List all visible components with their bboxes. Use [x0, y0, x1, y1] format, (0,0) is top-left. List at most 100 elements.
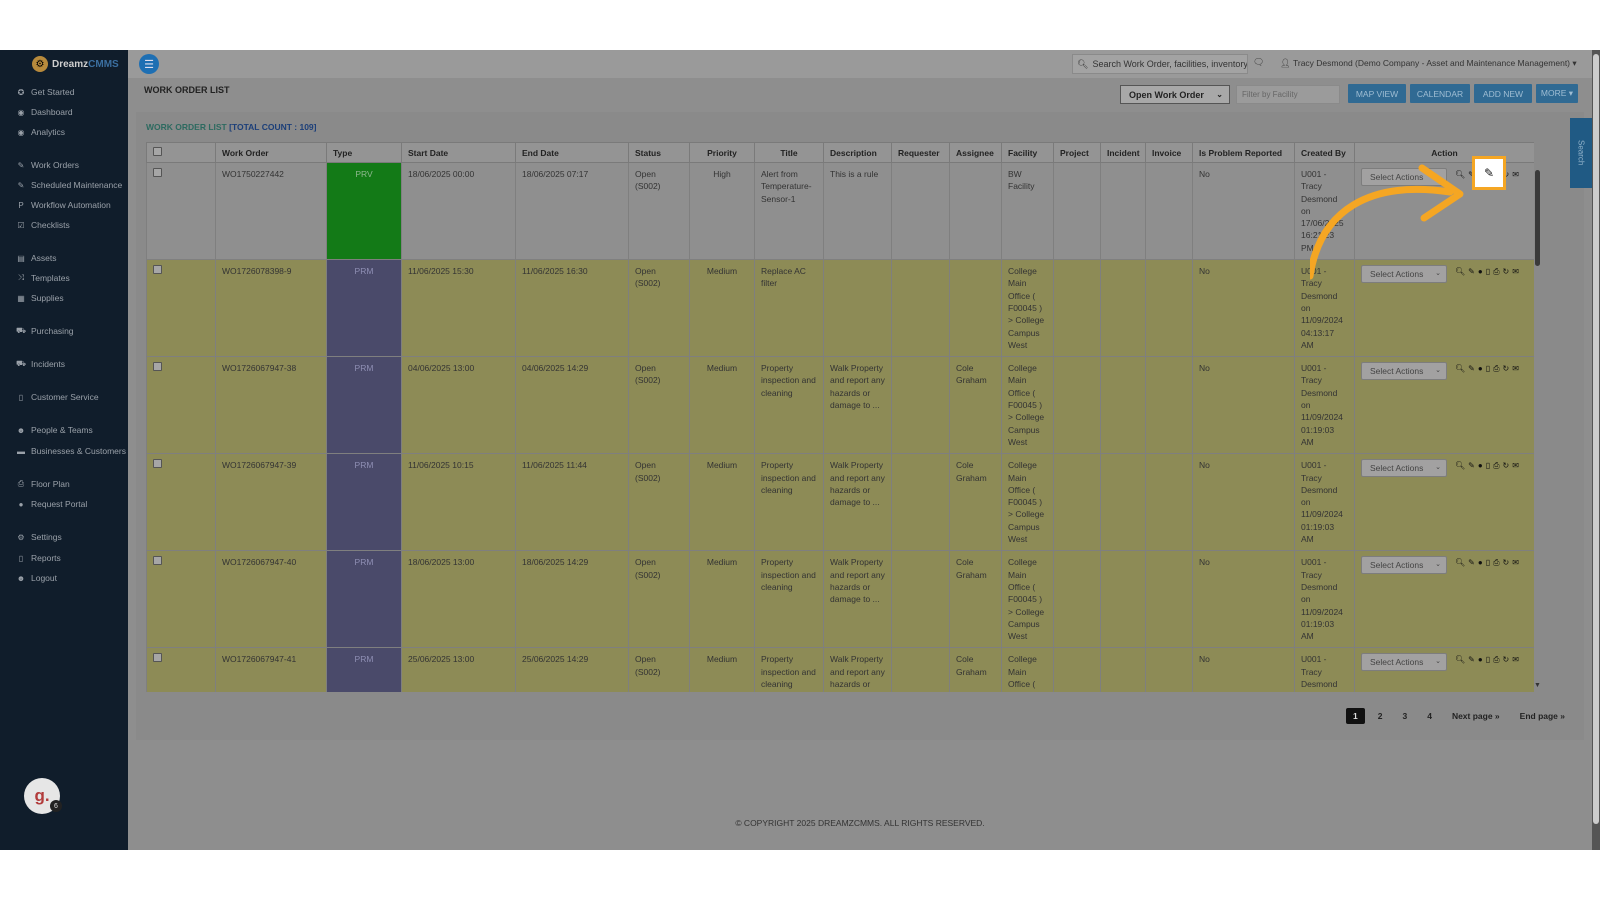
sidebar-item-checklists[interactable]: ☑ Checklists — [16, 218, 69, 232]
cell-wo[interactable]: WO1726078398-9 — [215, 259, 327, 358]
next-page-link[interactable]: Next page » — [1451, 711, 1500, 721]
sidebar-item-get-started[interactable]: ✪ Get Started — [16, 85, 75, 99]
cell-wo[interactable]: WO1726067947-41 — [215, 647, 327, 692]
sidebar-item-supplies[interactable]: ▦ Supplies — [16, 291, 63, 305]
cell-wo[interactable]: WO1750227442 — [215, 161, 327, 261]
column-header[interactable]: End Date — [515, 142, 629, 163]
row-checkbox[interactable] — [153, 168, 162, 177]
edit-icon[interactable]: ✎ — [1468, 267, 1475, 277]
chat-icon[interactable]: 🗨 — [1253, 57, 1265, 67]
refresh-icon[interactable]: ↻ — [1502, 267, 1510, 277]
table-row[interactable]: WO1726067947-40 PRM 18/06/2025 13:00 18/06/… — [146, 550, 1534, 649]
print-icon[interactable]: ⎙ — [1493, 655, 1500, 665]
select-all-checkbox[interactable] — [153, 147, 162, 156]
page-1-button[interactable]: 1 — [1346, 708, 1365, 724]
search-icon[interactable]: 🔍︎ — [1455, 558, 1466, 568]
map-view-button[interactable]: MAP VIEW — [1348, 84, 1406, 103]
column-header[interactable]: Is Problem Reported — [1192, 142, 1295, 163]
edit-icon[interactable]: ✎ — [1468, 169, 1475, 181]
email-icon[interactable]: ✉ — [1512, 267, 1519, 277]
column-header[interactable]: Start Date — [401, 142, 516, 163]
user-menu[interactable]: 👤︎ Tracy Desmond (Demo Company - Asset a… — [1280, 58, 1577, 69]
delete-icon[interactable]: ▯ — [1485, 364, 1491, 374]
page-4-button[interactable]: 4 — [1427, 711, 1432, 721]
delete-icon[interactable]: ▯ — [1485, 461, 1491, 471]
refresh-icon[interactable]: ↻ — [1502, 655, 1510, 665]
select-actions-dropdown[interactable]: Select Actions ⌄ — [1361, 459, 1447, 478]
column-header[interactable]: Work Order — [215, 142, 327, 163]
page-2-button[interactable]: 2 — [1377, 711, 1383, 721]
cell-wo[interactable]: WO1726067947-39 — [215, 453, 327, 552]
sidebar-item-work-orders[interactable]: ✎ Work Orders — [16, 158, 79, 172]
table-row[interactable]: WO1726067947-41 PRM 25/06/2025 13:00 25/06/… — [146, 647, 1534, 692]
column-header[interactable]: Type — [326, 142, 402, 163]
sidebar-item-dashboard[interactable]: ◉ Dashboard — [16, 105, 73, 119]
sidebar-item-incidents[interactable]: ⛟ Incidents — [16, 357, 65, 371]
sidebar-item-templates[interactable]: ⤨ Templates — [16, 271, 70, 285]
calendar-button[interactable]: CALENDAR — [1410, 84, 1470, 103]
print-icon[interactable]: ⎙ — [1493, 558, 1500, 568]
refresh-icon[interactable]: ↻ — [1502, 364, 1510, 374]
email-icon[interactable]: ✉ — [1512, 558, 1519, 568]
sidebar-item-purchasing[interactable]: ⛟ Purchasing — [16, 324, 74, 338]
edit-icon[interactable]: ✎ — [1468, 461, 1475, 471]
column-header[interactable]: Requester — [891, 142, 950, 163]
page-3-button[interactable]: 3 — [1402, 711, 1408, 721]
select-actions-dropdown[interactable]: Select Actions ⌄ — [1361, 653, 1447, 672]
row-checkbox[interactable] — [153, 265, 162, 275]
sidebar-item-customer-service[interactable]: ▯ Customer Service — [16, 390, 99, 404]
avatar[interactable]: g. — [24, 778, 60, 814]
scroll-down-icon[interactable]: ▼ — [1534, 682, 1541, 689]
add-new-button[interactable]: ADD NEW — [1474, 84, 1532, 103]
table-row[interactable]: WO1726078398-9 PRM 11/06/2025 15:30 11/06/2… — [146, 259, 1534, 358]
refresh-icon[interactable]: ↻ — [1502, 461, 1510, 471]
column-header[interactable]: Incident — [1100, 142, 1146, 163]
row-checkbox[interactable] — [153, 556, 162, 566]
comment-icon[interactable]: ● — [1477, 364, 1483, 374]
search-icon[interactable]: 🔍︎ — [1455, 461, 1466, 471]
edit-icon[interactable]: ✎ — [1468, 655, 1475, 665]
page-scrollbar-thumb[interactable] — [1593, 54, 1599, 824]
sidebar-item-reports[interactable]: ▯ Reports — [16, 551, 61, 565]
column-header[interactable]: Status — [628, 142, 690, 163]
column-header[interactable]: Invoice — [1145, 142, 1193, 163]
select-actions-dropdown[interactable]: Select Actions ⌄ — [1361, 556, 1447, 575]
sidebar-item-people-teams[interactable]: ☻ People & Teams — [16, 423, 93, 437]
column-header[interactable]: Description — [823, 142, 892, 163]
sidebar-item-floor-plan[interactable]: ⎙ Floor Plan — [16, 477, 70, 491]
search-icon[interactable]: 🔍︎ — [1455, 267, 1466, 277]
row-checkbox[interactable] — [153, 362, 162, 372]
print-icon[interactable]: ⎙ — [1493, 267, 1500, 277]
table-scrollbar[interactable] — [1535, 142, 1541, 692]
delete-icon[interactable]: ▯ — [1485, 655, 1491, 665]
select-actions-dropdown[interactable]: Select Actions ⌄ — [1361, 362, 1447, 381]
search-icon[interactable]: 🔍︎ — [1455, 364, 1466, 374]
table-row[interactable]: WO1726067947-38 PRM 04/06/2025 13:00 04/06/… — [146, 356, 1534, 455]
search-icon[interactable]: 🔍︎ — [1455, 170, 1466, 179]
edit-icon[interactable]: ✎ — [1468, 364, 1475, 374]
select-actions-dropdown[interactable]: Select Actions ⌄ — [1361, 265, 1447, 284]
comment-icon[interactable]: ● — [1477, 461, 1483, 471]
logo[interactable]: ⚙ DreamzCMMS — [0, 50, 128, 78]
delete-icon[interactable]: ▯ — [1485, 267, 1491, 277]
column-header[interactable]: Project — [1053, 142, 1101, 163]
row-checkbox[interactable] — [153, 459, 162, 469]
search-side-tab[interactable]: Search — [1570, 118, 1592, 188]
edit-icon[interactable]: ✎ — [1468, 558, 1475, 568]
table-row[interactable]: WO1726067947-39 PRM 11/06/2025 10:15 11/06/… — [146, 453, 1534, 552]
delete-icon[interactable]: ▯ — [1485, 558, 1491, 568]
email-icon[interactable]: ✉ — [1512, 170, 1519, 179]
column-header[interactable]: Priority — [689, 142, 755, 163]
global-search-input[interactable]: 🔍︎ Search Work Order, facilities, invent… — [1072, 54, 1248, 74]
edit-pencil-icon[interactable]: ✎ — [1472, 156, 1506, 190]
row-checkbox[interactable] — [153, 653, 162, 663]
refresh-icon[interactable]: ↻ — [1502, 558, 1510, 568]
sidebar-item-request-portal[interactable]: ● Request Portal — [16, 497, 88, 511]
menu-toggle-icon[interactable]: ☰ — [139, 54, 159, 74]
print-icon[interactable]: ⎙ — [1493, 364, 1500, 374]
scrollbar-thumb[interactable] — [1535, 170, 1540, 266]
facility-filter-input[interactable]: Filter by Facility — [1236, 85, 1340, 104]
comment-icon[interactable]: ● — [1477, 558, 1483, 568]
email-icon[interactable]: ✉ — [1512, 655, 1519, 665]
end-page-link[interactable]: End page » — [1519, 711, 1565, 721]
